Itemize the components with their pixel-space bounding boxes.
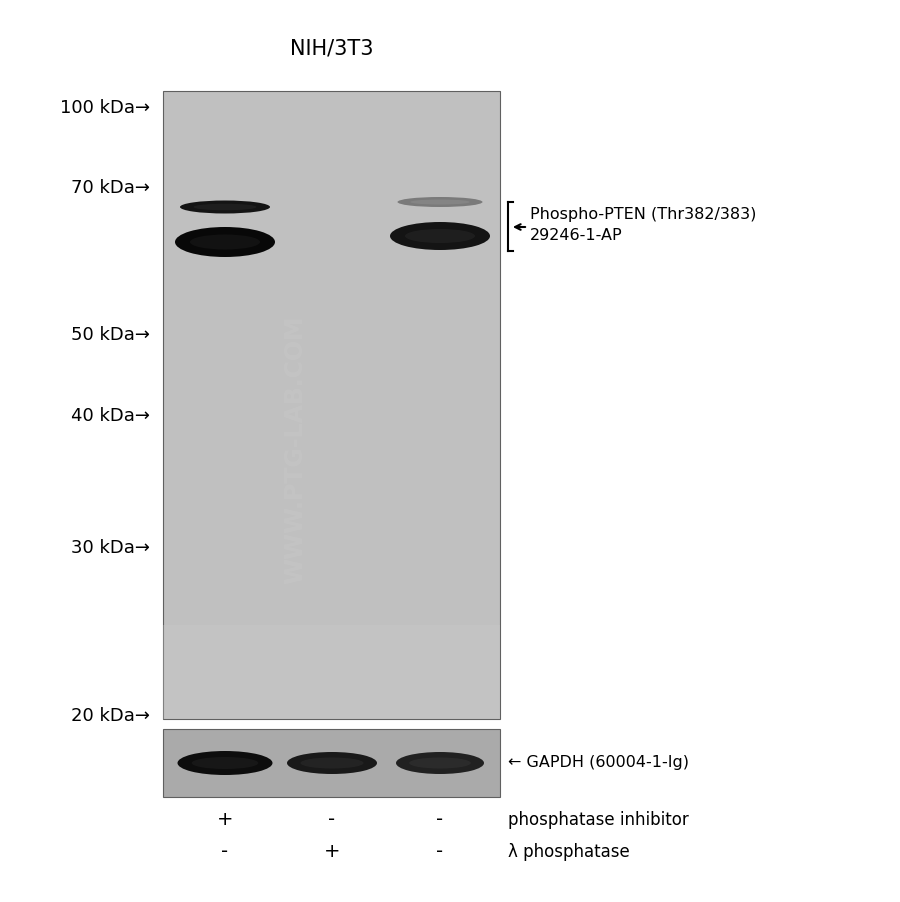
Text: 29246-1-AP: 29246-1-AP xyxy=(530,227,623,243)
Ellipse shape xyxy=(190,235,260,250)
Ellipse shape xyxy=(175,227,275,258)
Ellipse shape xyxy=(398,198,482,207)
Text: +: + xyxy=(324,842,340,861)
Bar xyxy=(163,729,500,797)
Ellipse shape xyxy=(192,757,258,769)
Ellipse shape xyxy=(180,201,270,215)
Text: 40 kDa→: 40 kDa→ xyxy=(71,407,150,425)
Text: λ phosphatase: λ phosphatase xyxy=(508,842,630,860)
Text: ← GAPDH (60004-1-Ig): ← GAPDH (60004-1-Ig) xyxy=(508,755,689,769)
Ellipse shape xyxy=(177,751,273,775)
Ellipse shape xyxy=(410,200,470,206)
Text: Phospho-PTEN (Thr382/383): Phospho-PTEN (Thr382/383) xyxy=(530,207,756,222)
Text: WWW.PTG-LAB.COM: WWW.PTG-LAB.COM xyxy=(283,316,307,584)
Ellipse shape xyxy=(287,752,377,774)
Ellipse shape xyxy=(410,758,471,769)
Text: 100 kDa→: 100 kDa→ xyxy=(60,99,150,117)
Ellipse shape xyxy=(405,230,475,244)
Text: 50 kDa→: 50 kDa→ xyxy=(71,326,150,344)
Text: -: - xyxy=(436,842,444,861)
Text: phosphatase inhibitor: phosphatase inhibitor xyxy=(508,810,688,828)
Text: -: - xyxy=(221,842,229,861)
Ellipse shape xyxy=(194,205,256,211)
Bar xyxy=(163,625,500,719)
Ellipse shape xyxy=(301,758,364,769)
Text: -: - xyxy=(328,810,336,829)
Text: 20 kDa→: 20 kDa→ xyxy=(71,706,150,724)
Text: 30 kDa→: 30 kDa→ xyxy=(71,538,150,557)
Text: -: - xyxy=(436,810,444,829)
Ellipse shape xyxy=(396,752,484,774)
Text: NIH/3T3: NIH/3T3 xyxy=(290,38,374,58)
Bar xyxy=(163,92,500,719)
Text: 70 kDa→: 70 kDa→ xyxy=(71,179,150,197)
Ellipse shape xyxy=(390,223,490,251)
Text: +: + xyxy=(217,810,233,829)
